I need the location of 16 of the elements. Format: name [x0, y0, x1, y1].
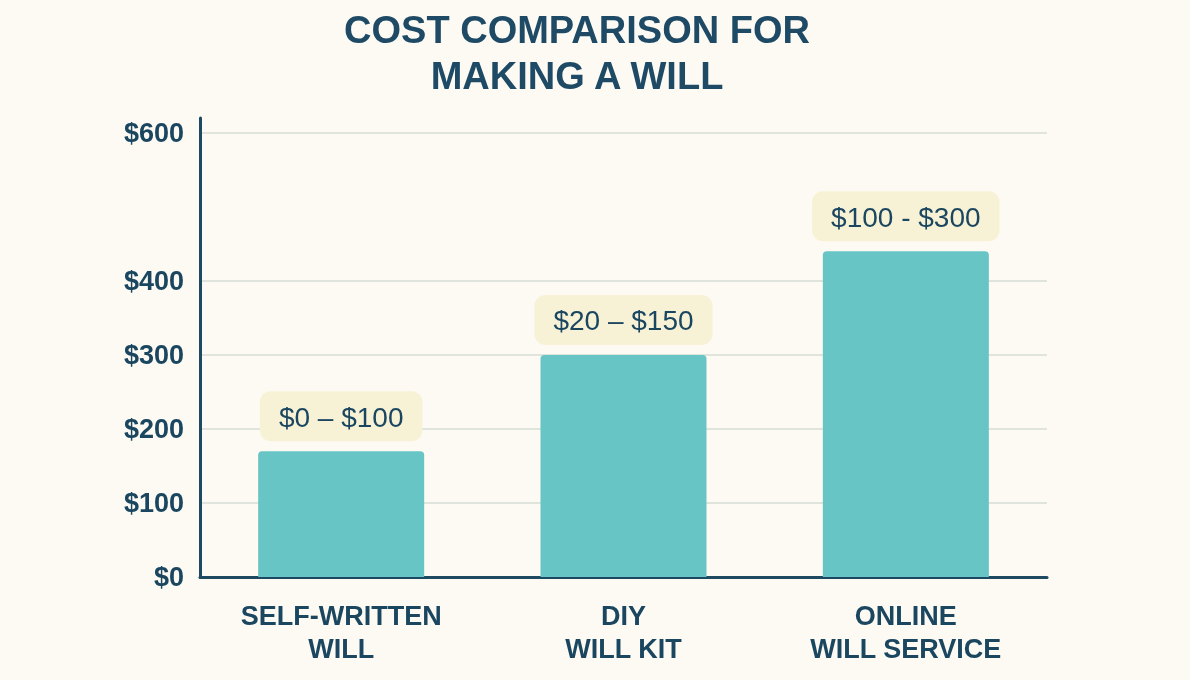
bar — [822, 251, 989, 577]
y-tick-label: $400 — [123, 265, 184, 296]
y-tick-label: $200 — [123, 413, 184, 444]
chart-title: COST COMPARISON FOR MAKING A WILL — [344, 9, 810, 97]
x-tick-label: DIY WILL KIT — [565, 600, 683, 664]
annotation: $20 – $150 — [553, 305, 694, 337]
x-tick-label: SELF-WRITTEN WILL — [240, 600, 442, 664]
x-tick-label: ONLINE WILL SERVICE — [810, 600, 1002, 664]
y-tick-label: $600 — [123, 117, 184, 148]
y-tick-label: $100 — [123, 487, 184, 518]
bar — [258, 451, 425, 577]
annotation: $100 - $300 — [831, 201, 981, 233]
annotation: $0 – $100 — [278, 401, 404, 433]
bar — [540, 354, 707, 577]
y-tick-label: $0 — [153, 562, 184, 592]
y-tick-label: $300 — [123, 339, 184, 370]
